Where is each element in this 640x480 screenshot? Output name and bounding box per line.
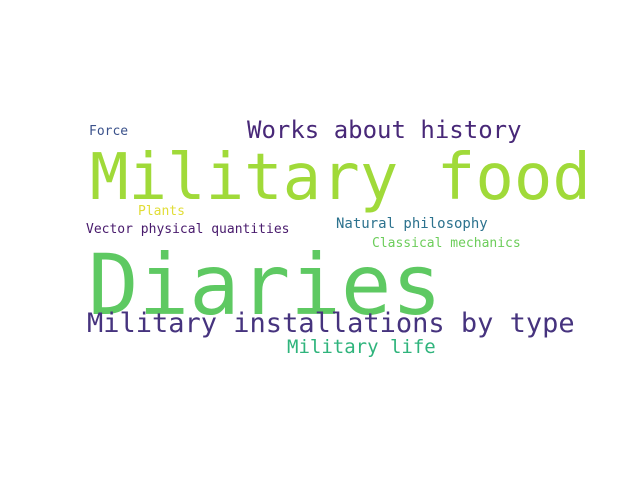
word-diaries: Diaries	[88, 236, 443, 334]
word-natural-philosophy: Natural philosophy	[336, 216, 488, 232]
word-works-about-history: Works about history	[247, 116, 522, 144]
word-military-life: Military life	[287, 336, 436, 358]
word-vector-physical-quantities: Vector physical quantities	[86, 222, 290, 237]
word-plants: Plants	[138, 204, 185, 219]
word-force: Force	[89, 124, 129, 139]
word-classical-mechanics: Classical mechanics	[372, 236, 521, 251]
word-military-food: Military food	[90, 141, 591, 215]
word-military-installations-by-type: Military installations by type	[87, 308, 575, 339]
